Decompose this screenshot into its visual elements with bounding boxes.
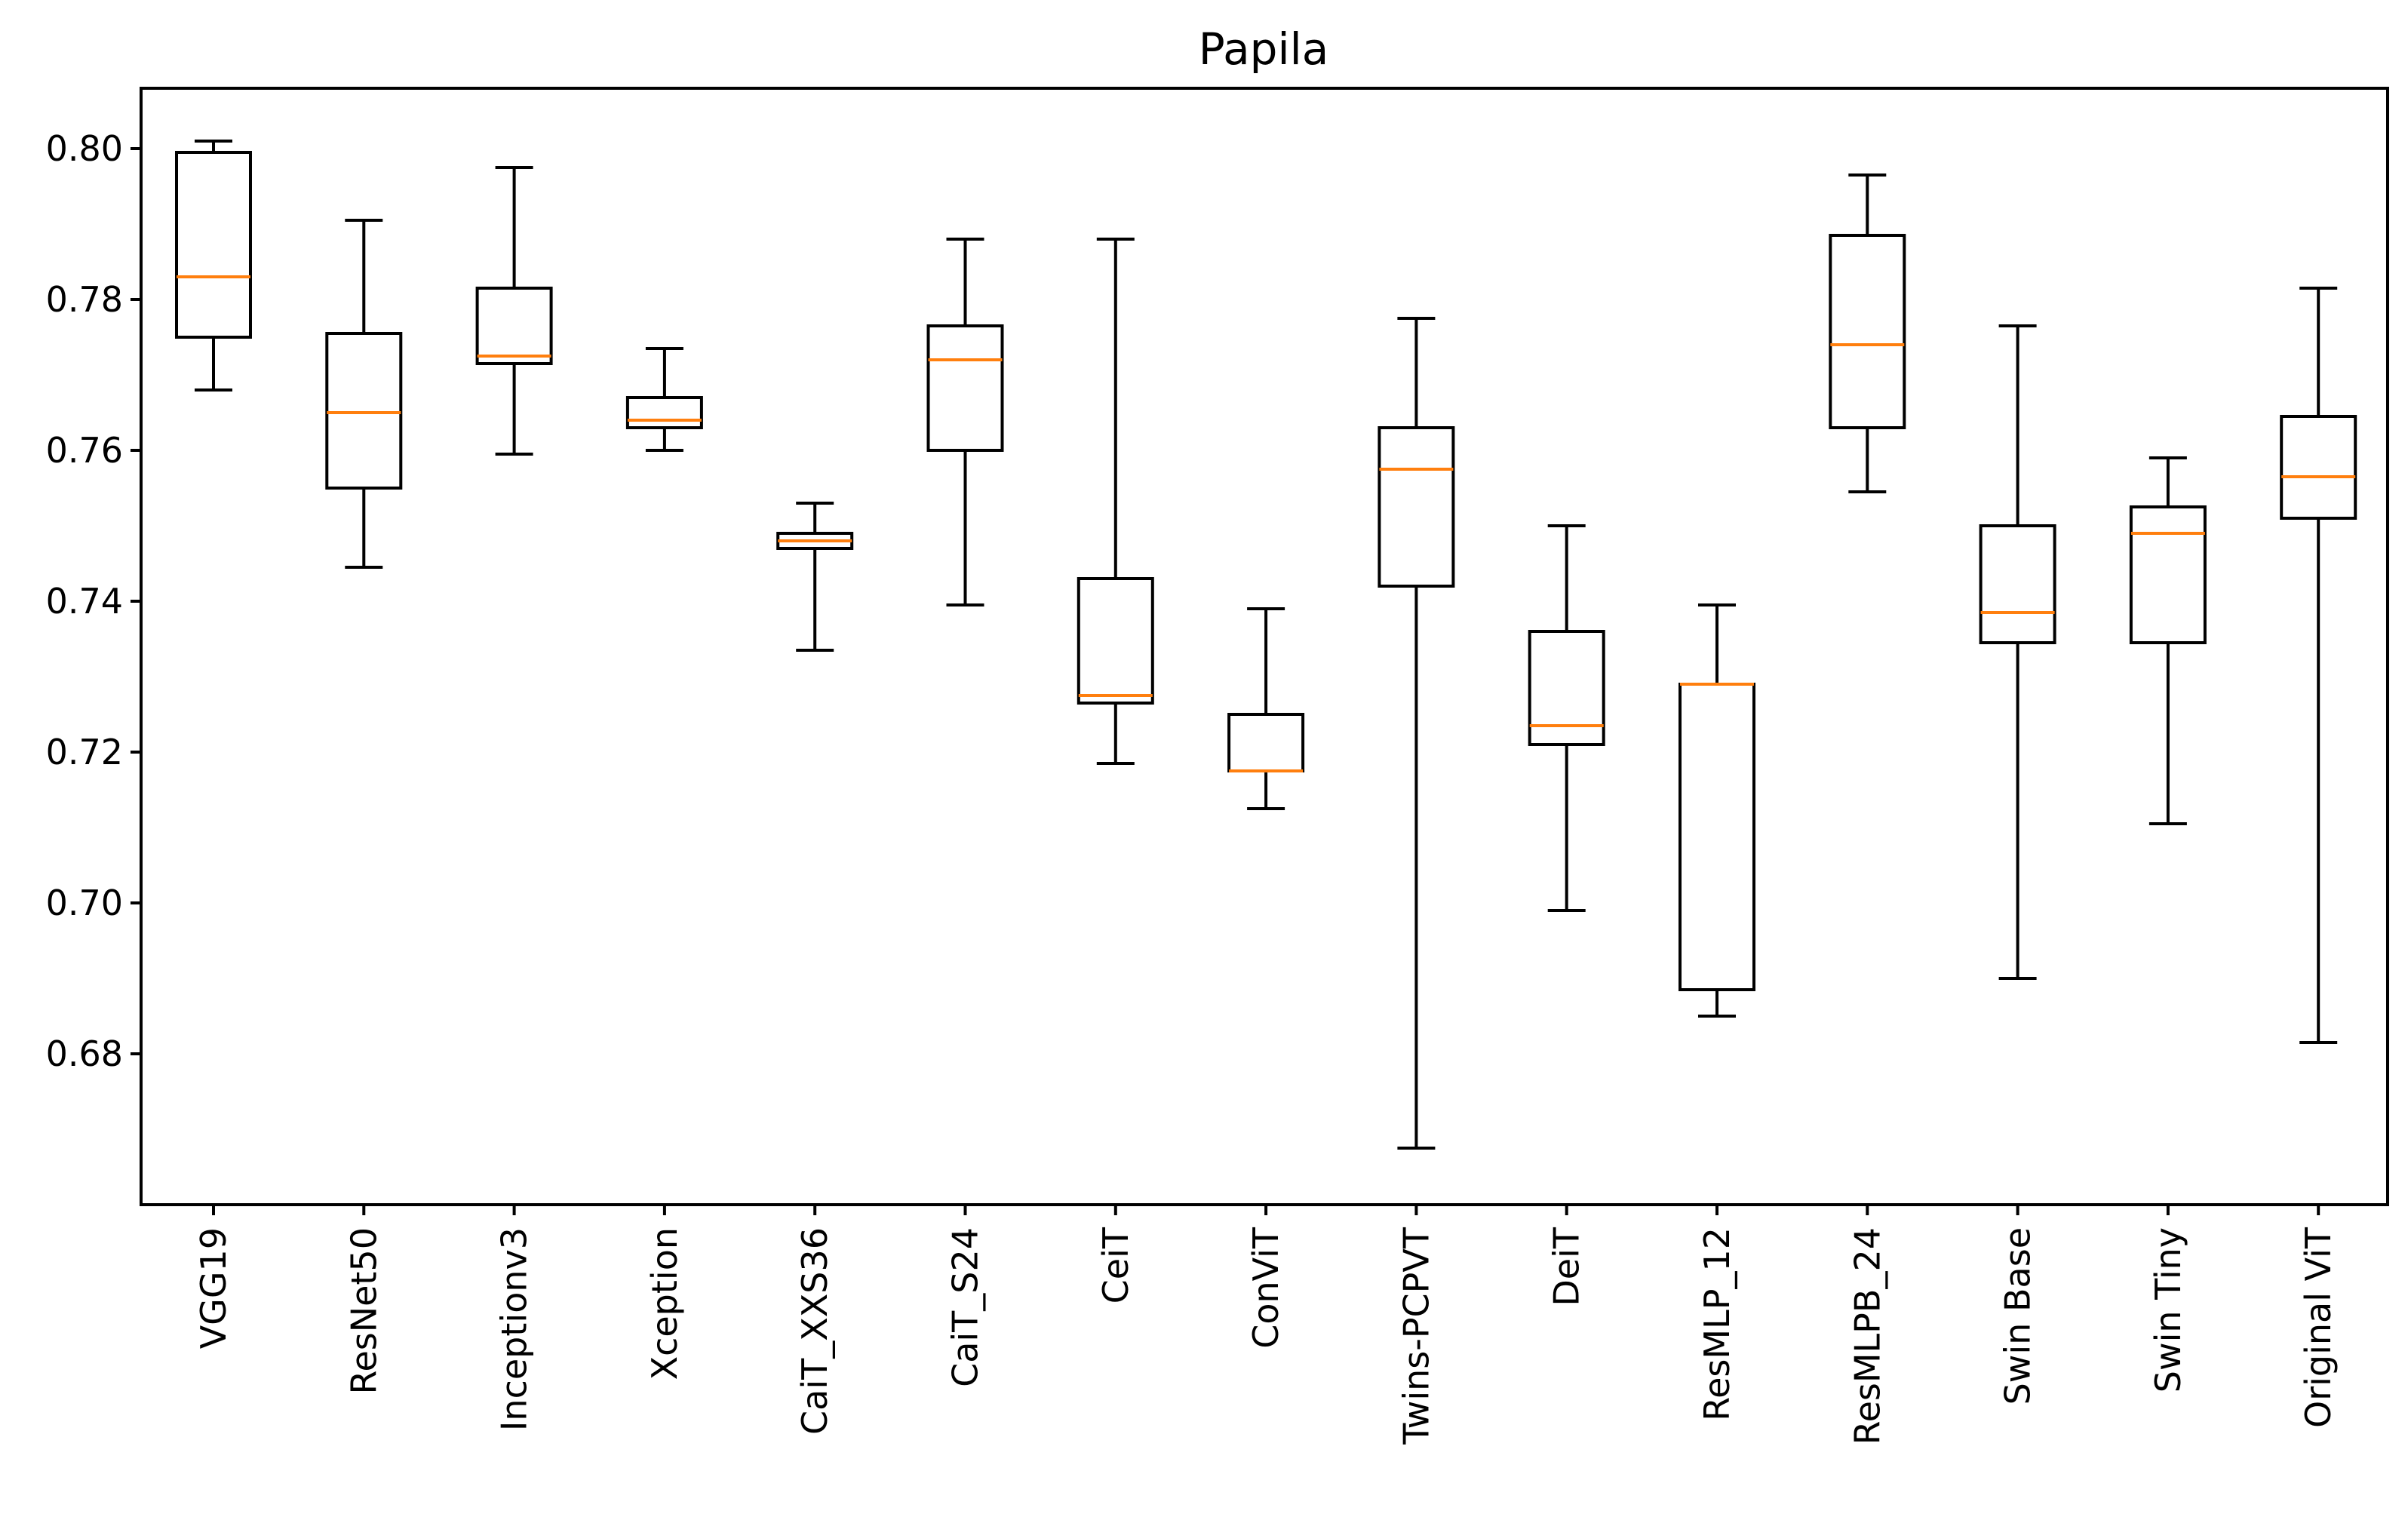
iqr-box [475,287,553,365]
x-tick-label: CeiT [1095,1227,1136,1304]
iqr-box [2280,415,2357,520]
y-tick-label: 0.70 [46,883,123,923]
box-cait-xxs36 [776,502,854,652]
box-ceit [1077,238,1154,765]
x-tick-label: DeiT [1546,1227,1587,1307]
box-xception [625,347,703,452]
x-tick-label: ResMLPB_24 [1847,1227,1887,1445]
iqr-box [1528,630,1605,746]
iqr-box [1829,234,1906,429]
y-tick-label: 0.78 [46,279,123,320]
iqr-box [2129,505,2207,644]
x-tick-label: VGG19 [193,1227,234,1349]
iqr-box [926,324,1004,452]
box-deit [1528,524,1605,912]
box-swin-tiny [2129,456,2207,825]
box-twins-pcpvt [1378,317,1455,1150]
box-resmlp-12 [1679,603,1755,1018]
boxes-group [175,140,2357,1150]
box-resnet50 [325,219,403,569]
x-tick-label: Inceptionv3 [494,1227,535,1431]
y-tick-label: 0.74 [46,581,123,622]
x-tick-label: Xception [644,1227,685,1380]
x-tick-label: ConViT [1245,1227,1286,1349]
y-tick-label: 0.72 [46,732,123,772]
box-swin-base [1979,324,2056,980]
x-tick-label: Twins-PCPVT [1396,1227,1436,1445]
plot-frame [140,87,2389,1206]
x-tick-label: Swin Base [1998,1227,2038,1405]
box-vgg19 [175,140,252,392]
x-tick-label: CaiT_S24 [945,1227,986,1387]
x-tick-label: ResNet50 [343,1227,384,1394]
iqr-box [1378,426,1455,588]
iqr-box [1077,577,1154,705]
iqr-box [1227,713,1305,772]
box-convit [1227,607,1305,810]
iqr-box [625,396,703,429]
box-cait-s24 [926,238,1004,606]
x-tick-label: ResMLP_12 [1697,1227,1737,1421]
y-tick-label: 0.80 [46,128,123,169]
box-original-vit [2280,287,2357,1044]
iqr-box [1679,683,1755,991]
box-inceptionv3 [475,166,553,456]
iqr-box [1979,524,2056,644]
chart-title: Papila [1199,23,1329,75]
iqr-box [175,151,252,339]
y-tick-label: 0.76 [46,430,123,471]
box-resmlpb-24 [1829,173,1906,493]
y-axis: 0.68 0.70 0.72 0.74 0.76 0.78 0.80 [46,128,141,1074]
x-axis: VGG19 ResNet50 Inceptionv3 Xception CaiT_XXS… [193,1205,2339,1445]
x-tick-label: Original ViT [2298,1227,2339,1428]
x-tick-label: Swin Tiny [2148,1227,2188,1393]
iqr-box [325,332,403,490]
y-tick-label: 0.68 [46,1033,123,1074]
x-tick-label: CaiT_XXS36 [794,1227,835,1435]
